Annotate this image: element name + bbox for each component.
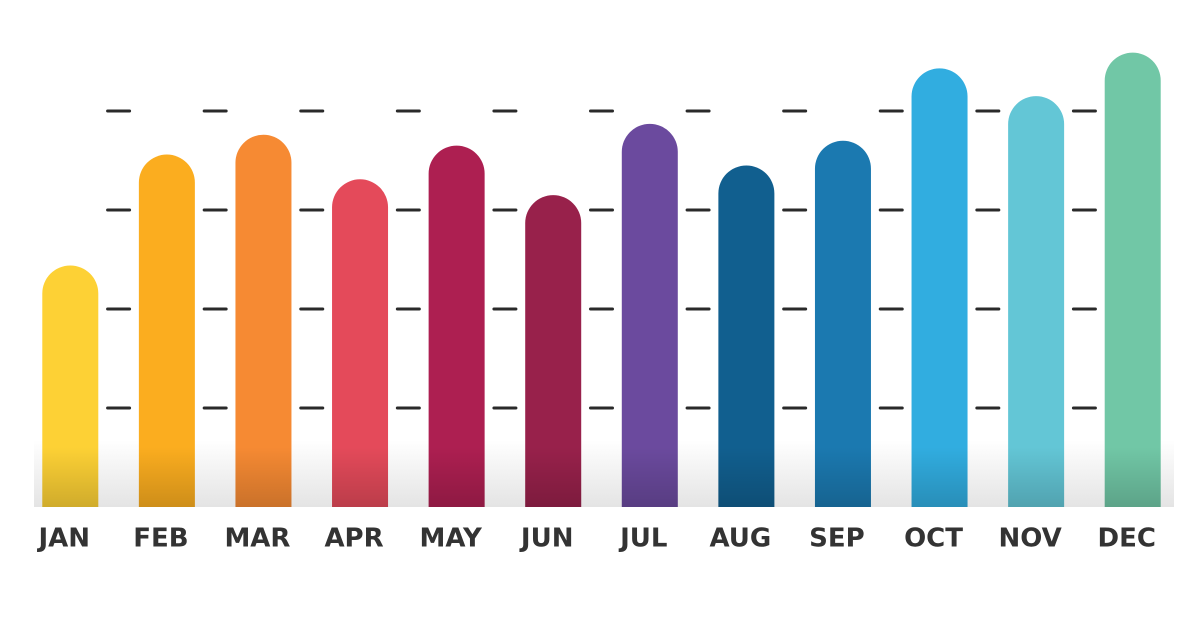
x-tick-label: SEP	[809, 524, 865, 554]
bar	[621, 123, 678, 508]
bar	[911, 68, 968, 508]
x-tick-label: OCT	[904, 524, 963, 554]
x-tick-label: DEC	[1097, 524, 1155, 554]
bar	[1008, 96, 1065, 507]
x-tick-label: JUN	[519, 524, 574, 554]
floor-shadow	[34, 440, 1174, 507]
bar	[42, 265, 99, 507]
bar-shade	[621, 447, 678, 507]
bar-shade	[138, 447, 195, 507]
bar-shade	[42, 447, 99, 507]
bar	[814, 140, 871, 507]
x-tick-label: NOV	[998, 524, 1061, 554]
x-tick-label: JAN	[37, 524, 91, 554]
bar-shade	[332, 447, 389, 507]
bar	[138, 154, 195, 507]
bar-shade	[428, 447, 485, 507]
x-tick-label: AUG	[709, 524, 771, 554]
bar-shade	[1008, 447, 1065, 507]
x-tick-label: JUL	[618, 524, 667, 554]
bar	[1104, 52, 1161, 508]
x-tick-label: MAR	[224, 524, 290, 554]
bar-shade	[911, 447, 968, 507]
bar-shade	[235, 447, 292, 507]
bar	[718, 165, 775, 507]
bar	[525, 195, 582, 507]
bar	[332, 179, 389, 507]
bar	[428, 145, 485, 507]
bar	[235, 134, 292, 507]
bar-shade	[525, 447, 582, 507]
bar-shade	[814, 447, 871, 507]
bar-shade	[718, 447, 775, 507]
bar-shade	[1104, 447, 1161, 507]
x-tick-label: MAY	[419, 524, 483, 554]
x-tick-label: APR	[324, 524, 383, 554]
x-tick-label: FEB	[133, 524, 188, 554]
